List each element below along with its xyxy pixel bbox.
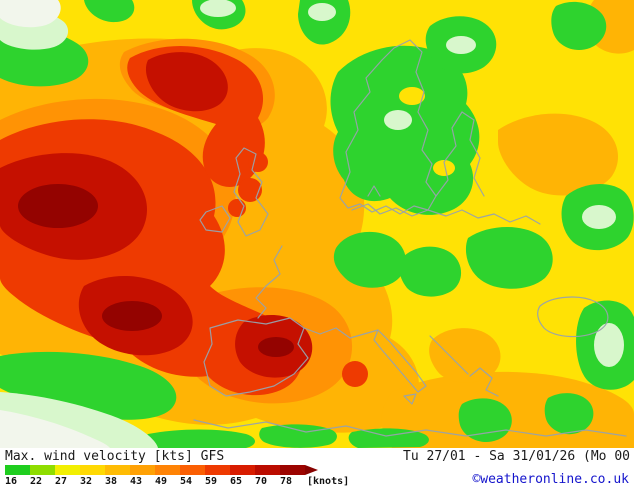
legend-value: 70 — [255, 476, 268, 487]
legend-value: 78 — [280, 476, 293, 487]
legend-value: 22 — [30, 476, 43, 487]
wind-velocity-map — [0, 0, 634, 448]
legend-segment — [55, 465, 80, 475]
legend-value: 59 — [205, 476, 218, 487]
legend-segment — [155, 465, 180, 475]
legend-value: 65 — [230, 476, 243, 487]
legend-value: 54 — [180, 476, 193, 487]
coastlines — [193, 39, 627, 437]
legend-segment — [255, 465, 280, 475]
legend-segment — [5, 465, 30, 475]
legend-segment — [205, 465, 230, 475]
legend-value: 32 — [80, 476, 93, 487]
legend-value: 43 — [130, 476, 143, 487]
legend-value: 38 — [105, 476, 118, 487]
wind-field-darkred-layer — [0, 52, 313, 378]
legend-labels: 16 22 27 32 38 43 49 54 59 65 70 78 [knots] — [5, 476, 349, 487]
copyright-link[interactable]: ©weatheronline.co.uk — [472, 472, 629, 487]
legend-value: 16 — [5, 476, 18, 487]
forecast-date-range: Tu 27/01 - Sa 31/01/26 (Mo 00 — [403, 449, 630, 464]
info-bar: Max. wind velocity [kts] GFS Tu 27/01 - … — [0, 448, 634, 490]
legend-unit: [knots] — [307, 476, 350, 487]
color-scale-legend: 16 22 27 32 38 43 49 54 59 65 70 78 [knots] — [5, 465, 349, 487]
legend-segment — [30, 465, 55, 475]
map-title: Max. wind velocity [kts] GFS — [5, 449, 225, 464]
legend-value: 27 — [55, 476, 68, 487]
legend-segment — [230, 465, 255, 475]
legend-segment — [180, 465, 205, 475]
legend-segment — [130, 465, 155, 475]
legend-segment — [280, 465, 305, 475]
legend-arrow-icon — [305, 465, 318, 475]
legend-value: 49 — [155, 476, 168, 487]
legend-bar — [5, 465, 349, 475]
legend-segment — [80, 465, 105, 475]
legend-segment — [105, 465, 130, 475]
wind-field-pale-layer — [0, 0, 624, 448]
info-row: Max. wind velocity [kts] GFS Tu 27/01 - … — [5, 449, 630, 464]
map-canvas — [0, 0, 634, 448]
